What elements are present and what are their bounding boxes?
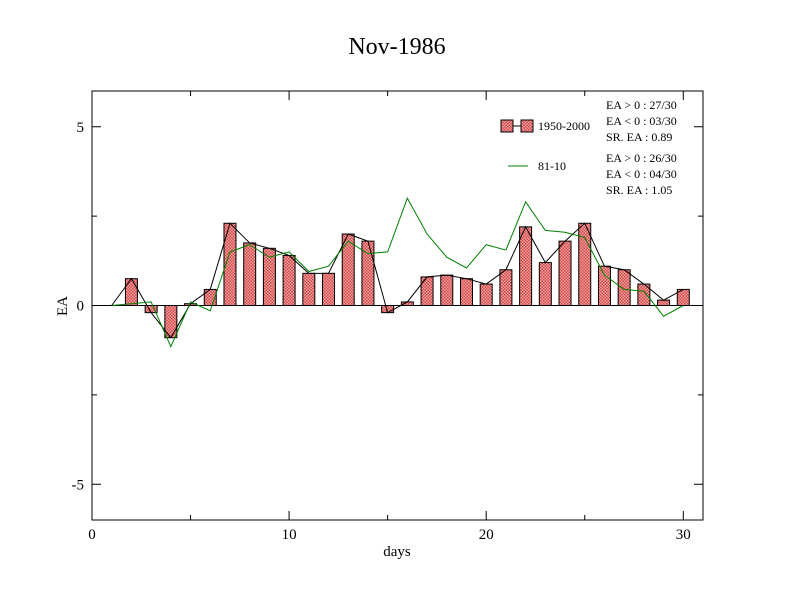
bar bbox=[558, 240, 572, 306]
x-tick-label: 10 bbox=[282, 527, 297, 543]
bar bbox=[538, 262, 552, 307]
y-tick-label: 0 bbox=[77, 299, 85, 315]
bar bbox=[341, 233, 355, 306]
stat-ea-negative-81-10: EA < 0 : 04/30 bbox=[606, 167, 677, 181]
line-1950-2000 bbox=[111, 222, 684, 339]
bar bbox=[597, 265, 611, 306]
y-axis-label: EA bbox=[55, 296, 71, 316]
stats-block-1950-2000: EA > 0 : 27/30 EA < 0 : 03/30 SR. EA : 0… bbox=[606, 98, 677, 144]
stat-ea-positive-1950-2000: EA > 0 : 27/30 bbox=[606, 98, 677, 112]
bar bbox=[440, 274, 454, 306]
bar bbox=[657, 299, 671, 307]
legend: 1950-2000 81-10 EA > 0 : 27/30 EA < 0 : … bbox=[500, 98, 677, 197]
tick-labels: 0 10 20 30 -5 0 5 bbox=[72, 120, 691, 543]
legend-entry-1950-2000: 1950-2000 bbox=[500, 119, 590, 133]
chart-title: Nov-1986 bbox=[348, 34, 445, 60]
y-tick-label: -5 bbox=[72, 477, 85, 493]
legend-label-1950-2000: 1950-2000 bbox=[538, 119, 590, 133]
y-tick-label: 5 bbox=[77, 120, 85, 136]
bar-series-1950-2000 bbox=[124, 222, 690, 339]
bar bbox=[617, 269, 631, 306]
stat-ea-negative-1950-2000: EA < 0 : 03/30 bbox=[606, 114, 677, 128]
bar bbox=[578, 222, 592, 306]
x-tick-label: 20 bbox=[479, 527, 494, 543]
legend-label-81-10: 81-10 bbox=[538, 159, 566, 173]
bar bbox=[519, 226, 533, 307]
stat-ea-positive-81-10: EA > 0 : 26/30 bbox=[606, 151, 677, 165]
bar bbox=[282, 254, 296, 306]
x-tick-label: 0 bbox=[88, 527, 96, 543]
stat-sr-ea-81-10: SR. EA : 1.05 bbox=[606, 183, 672, 197]
line-series-group bbox=[111, 197, 684, 348]
line-81-10 bbox=[111, 197, 684, 348]
stats-block-81-10: EA > 0 : 26/30 EA < 0 : 04/30 SR. EA : 1… bbox=[606, 151, 677, 197]
x-axis-label: days bbox=[383, 544, 411, 560]
bar bbox=[243, 242, 257, 306]
x-tick-label: 30 bbox=[676, 527, 691, 543]
bar bbox=[124, 278, 138, 306]
bar bbox=[302, 272, 316, 307]
bar bbox=[459, 278, 473, 306]
bar bbox=[420, 276, 434, 306]
bar bbox=[322, 272, 336, 307]
legend-entry-81-10: 81-10 bbox=[508, 159, 566, 173]
bar bbox=[479, 283, 493, 306]
legend-swatch-1950-2000-left bbox=[500, 119, 514, 133]
stat-sr-ea-1950-2000: SR. EA : 0.89 bbox=[606, 130, 672, 144]
legend-swatch-1950-2000-right bbox=[520, 119, 534, 133]
bar bbox=[499, 269, 513, 306]
